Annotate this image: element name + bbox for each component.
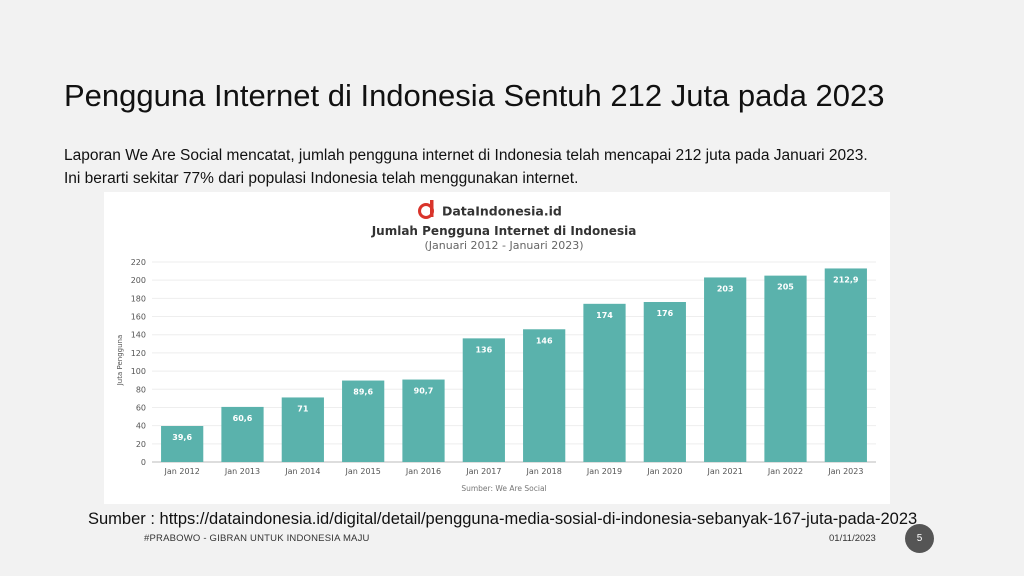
bar-value-label: 39,6: [172, 433, 192, 442]
bar: [583, 303, 626, 462]
x-tick-labels: Jan 2012 Jan 2013 Jan 2014 Jan 2015 Jan 2016…: [164, 467, 864, 476]
body-line-1: Laporan We Are Social mencatat, jumlah p…: [64, 147, 868, 164]
bar-value-label: 60,6: [233, 414, 253, 423]
x-tick-label: Jan 2018: [526, 467, 562, 476]
bar-value-label: 71: [297, 404, 309, 413]
y-tick-label: 180: [131, 294, 146, 303]
source-link[interactable]: Sumber : https://dataindonesia.id/digita…: [88, 510, 918, 528]
page-number: 5: [916, 533, 923, 544]
bar-value-label: 89,6: [353, 388, 373, 397]
y-tick-label: 200: [131, 276, 146, 285]
chart-title: Jumlah Pengguna Internet di Indonesia: [371, 224, 637, 238]
y-axis-label: Juta Pengguna: [116, 335, 124, 387]
y-tick-label: 60: [136, 403, 146, 412]
brand-name: DataIndonesia.id: [442, 204, 562, 219]
y-tick-label: 100: [131, 367, 146, 376]
x-tick-label: Jan 2016: [405, 467, 441, 476]
x-tick-label: Jan 2013: [224, 467, 260, 476]
x-tick-label: Jan 2015: [345, 467, 381, 476]
body-line-2: Ini berarti sekitar 77% dari populasi In…: [64, 170, 579, 187]
bar-value-label: 136: [475, 345, 492, 354]
x-tick-label: Jan 2021: [707, 467, 743, 476]
bar: [523, 329, 566, 462]
y-tick-label: 0: [141, 458, 146, 467]
y-tick-label: 120: [131, 349, 146, 358]
bar: [704, 277, 747, 462]
x-tick-label: Jan 2019: [586, 467, 622, 476]
grid-lines: [152, 261, 876, 463]
bar: [342, 380, 385, 462]
x-tick-label: Jan 2022: [767, 467, 803, 476]
bar-value-label: 205: [777, 283, 794, 292]
chart-subtitle: (Januari 2012 - Januari 2023): [424, 239, 583, 252]
y-tick-label: 140: [131, 331, 146, 340]
y-tick-label: 40: [136, 422, 146, 431]
y-tick-label: 80: [136, 385, 146, 394]
slide-title: Pengguna Internet di Indonesia Sentuh 21…: [64, 78, 885, 113]
bar: [643, 302, 686, 462]
bar: [824, 268, 867, 462]
x-tick-label: Jan 2012: [164, 467, 200, 476]
bar-value-label: 203: [717, 284, 734, 293]
brand-header: DataIndonesia.id: [418, 200, 562, 219]
bar: [462, 338, 505, 462]
bar-value-label: 90,7: [414, 387, 434, 396]
dataindonesia-logo-icon: [418, 200, 434, 219]
footer-date: 01/11/2023: [829, 533, 876, 544]
chart-card: DataIndonesia.id Jumlah Pengguna Interne…: [104, 192, 890, 504]
y-tick-label: 220: [131, 258, 146, 267]
bar: [402, 379, 445, 462]
bar: [764, 275, 807, 462]
bar: [161, 426, 204, 462]
bar-value-label: 176: [656, 309, 673, 318]
x-tick-label: Jan 2020: [646, 467, 682, 476]
bar: [281, 397, 324, 462]
x-tick-label: Jan 2014: [284, 467, 320, 476]
y-tick-label: 160: [131, 313, 146, 322]
chart-source-note: Sumber: We Are Social: [461, 484, 546, 493]
footer-text: #PRABOWO - GIBRAN UNTUK INDONESIA MAJU: [144, 533, 370, 544]
page-number-badge: 5: [905, 524, 934, 553]
bar-value-label: 146: [536, 336, 553, 345]
y-tick-label: 20: [136, 440, 146, 449]
bar: [221, 406, 264, 462]
bar-value-label: 212,9: [833, 275, 859, 284]
x-tick-label: Jan 2017: [465, 467, 501, 476]
bar-chart: DataIndonesia.id Jumlah Pengguna Interne…: [116, 200, 876, 493]
slide-body: Laporan We Are Social mencatat, jumlah p…: [64, 144, 974, 190]
bars: 39,6 60,6 71 89,6 90,7 136 146 174 176 203 205 212,…: [161, 268, 867, 462]
bar-value-label: 174: [596, 311, 613, 320]
y-tick-labels: 0 20 40 60 80 100 120 140 160 180 200 220: [131, 258, 146, 467]
x-tick-label: Jan 2023: [827, 467, 863, 476]
